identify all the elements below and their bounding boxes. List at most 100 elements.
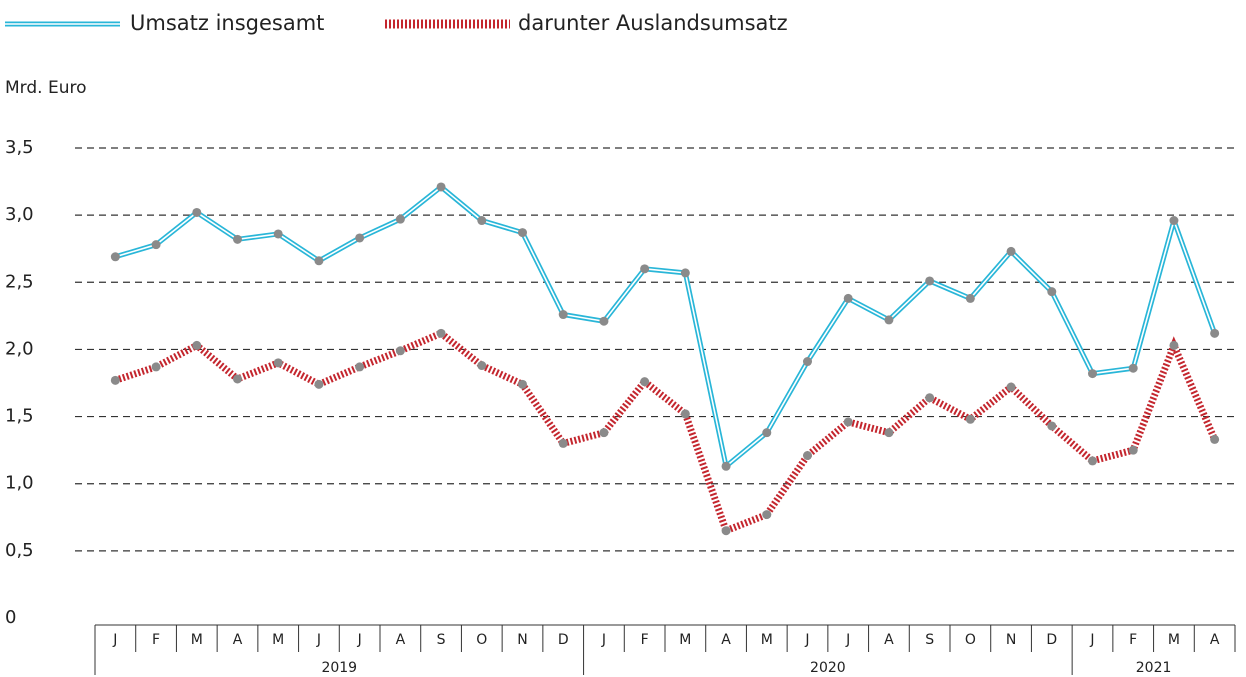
data-point	[1006, 382, 1016, 392]
x-tick-label: N	[1006, 632, 1016, 648]
x-tick-label: J	[804, 632, 809, 648]
data-point	[518, 228, 527, 238]
y-tick-label: 3,5	[5, 137, 34, 158]
data-point	[884, 428, 894, 438]
x-tick-label: O	[476, 632, 487, 648]
data-point	[599, 316, 609, 326]
data-point	[395, 214, 405, 224]
data-point	[355, 362, 365, 372]
data-point	[1047, 287, 1057, 297]
data-point	[314, 379, 324, 389]
x-tick-label: D	[1046, 632, 1057, 648]
data-point	[233, 374, 242, 384]
data-point	[436, 328, 446, 338]
data-point	[1128, 363, 1138, 373]
y-tick-label: 2,0	[5, 338, 34, 359]
x-tick-label: F	[641, 632, 649, 648]
data-point	[599, 428, 609, 438]
data-point	[721, 526, 731, 536]
x-tick-label: J	[316, 632, 321, 648]
data-point	[558, 438, 568, 448]
data-point	[151, 240, 161, 250]
y-tick-label: 2,5	[5, 271, 34, 292]
data-point	[1169, 216, 1179, 226]
data-point	[1169, 340, 1179, 350]
data-point	[680, 409, 690, 419]
data-point	[721, 461, 731, 471]
x-tick-label: N	[517, 632, 527, 648]
x-tick-label: A	[396, 632, 406, 648]
data-point	[273, 229, 283, 239]
y-tick-label: 3,0	[5, 204, 34, 225]
data-point	[965, 293, 975, 303]
x-tick-label: J	[1089, 632, 1094, 648]
x-tick-label: M	[1168, 632, 1180, 648]
data-point	[1210, 328, 1220, 338]
data-point	[803, 357, 812, 367]
x-tick-label: M	[679, 632, 691, 648]
data-point	[1047, 421, 1057, 431]
x-tick-label: J	[601, 632, 606, 648]
data-point	[110, 252, 120, 262]
year-label: 2021	[1136, 660, 1172, 676]
data-point	[680, 268, 690, 278]
data-point	[640, 377, 650, 387]
data-point	[762, 428, 772, 438]
data-point	[477, 361, 487, 371]
data-point	[925, 393, 935, 403]
data-point	[192, 207, 202, 217]
data-point	[273, 358, 283, 368]
data-point	[1128, 445, 1138, 455]
x-tick-label: M	[761, 632, 773, 648]
data-point	[558, 310, 568, 320]
data-point	[1006, 246, 1016, 256]
x-tick-label: D	[558, 632, 569, 648]
x-tick-label: M	[272, 632, 284, 648]
x-tick-label: F	[152, 632, 160, 648]
x-tick-label: A	[233, 632, 243, 648]
data-point	[233, 234, 242, 244]
data-point	[803, 451, 812, 461]
y-tick-label: 1,0	[5, 473, 34, 494]
data-point	[314, 256, 324, 266]
y-tick-label: 1,5	[5, 406, 34, 427]
legend-label: Umsatz insgesamt	[130, 11, 324, 35]
x-tick-label: O	[965, 632, 976, 648]
x-tick-label: J	[357, 632, 362, 648]
data-point	[395, 346, 405, 356]
y-tick-label: 0	[5, 607, 16, 628]
data-point	[640, 264, 650, 274]
x-tick-label: F	[1129, 632, 1137, 648]
data-point	[884, 315, 894, 325]
x-tick-label: S	[437, 632, 446, 648]
data-point	[843, 293, 853, 303]
series-line-inner	[115, 186, 1216, 468]
x-tick-label: M	[191, 632, 203, 648]
legend-label: darunter Auslandsumsatz	[518, 11, 788, 35]
data-point	[192, 340, 202, 350]
y-axis-label: Mrd. Euro	[5, 78, 87, 98]
data-point	[436, 182, 446, 192]
data-point	[151, 362, 161, 372]
data-point	[518, 379, 527, 389]
x-tick-label: A	[721, 632, 731, 648]
data-point	[110, 375, 120, 385]
data-point	[843, 417, 853, 427]
series-line	[114, 329, 1218, 536]
data-point	[1210, 434, 1220, 444]
data-point	[965, 414, 975, 424]
x-tick-label: A	[884, 632, 894, 648]
data-point	[925, 276, 935, 286]
data-point	[355, 233, 365, 243]
year-label: 2020	[810, 660, 846, 676]
x-tick-label: J	[845, 632, 850, 648]
data-point	[762, 510, 772, 520]
data-point	[1088, 369, 1097, 379]
data-point	[477, 216, 487, 226]
y-tick-label: 0,5	[5, 540, 34, 561]
x-tick-label: A	[1210, 632, 1220, 648]
data-point	[1088, 456, 1097, 466]
x-tick-label: J	[112, 632, 117, 648]
x-tick-label: S	[925, 632, 934, 648]
